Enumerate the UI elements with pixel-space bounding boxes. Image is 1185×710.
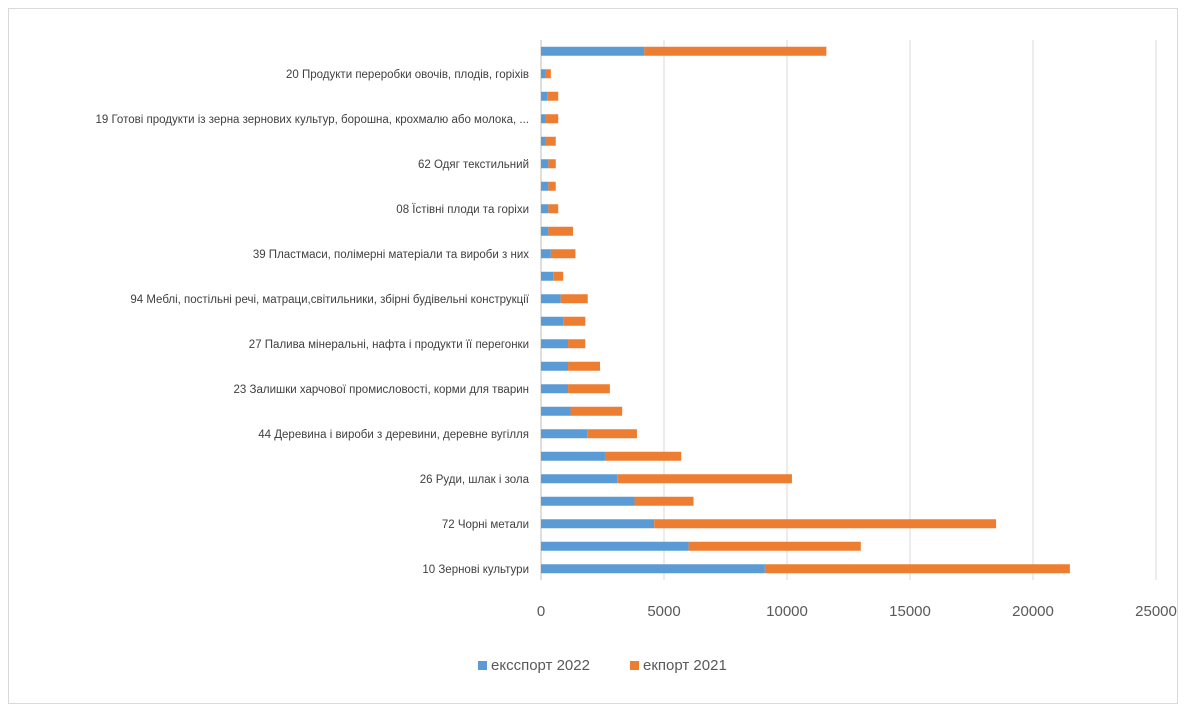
bar-export-2022: [541, 159, 549, 169]
bar-export-2021: [764, 564, 1070, 574]
bar-export-2022: [541, 181, 549, 191]
legend-swatch-2022: [478, 661, 487, 670]
bar-export-2021: [570, 406, 623, 416]
bar-export-2022: [541, 361, 569, 371]
bar-export-2022: [541, 519, 655, 529]
bar-export-2021: [547, 91, 559, 101]
bar-export-2022: [541, 271, 554, 281]
bar-export-2022: [541, 429, 588, 439]
bar-export-2021: [545, 136, 556, 146]
bar-export-2021: [560, 294, 588, 304]
bar-export-2021: [545, 114, 559, 124]
category-label: 27 Палива мінеральні, нафта і продукти ї…: [249, 339, 529, 351]
bar-export-2022: [541, 114, 546, 124]
bar-export-2022: [541, 451, 605, 461]
bar-export-2021: [548, 204, 559, 214]
category-label: 62 Одяг текстильний: [418, 159, 529, 171]
category-label: 94 Меблі, постільні речі, матраци,світил…: [130, 294, 529, 306]
bar-export-2021: [545, 69, 551, 79]
bar-export-2021: [634, 496, 694, 506]
category-label: 08 Їстівні плоди та горіхи: [396, 204, 529, 216]
bar-export-2022: [541, 69, 546, 79]
x-tick-label: 25000: [1135, 603, 1177, 620]
bar-export-2021: [563, 316, 586, 326]
category-label: 26 Руди, шлак і зола: [420, 474, 530, 486]
bar-export-2021: [654, 519, 997, 529]
bar-export-2022: [541, 496, 635, 506]
bar-export-2022: [541, 474, 618, 484]
bar-export-2021: [553, 271, 564, 281]
bar-export-2022: [541, 541, 689, 551]
bar-export-2022: [541, 564, 765, 574]
category-label: 10 Зернові культури: [422, 564, 529, 576]
bar-export-2022: [541, 384, 569, 394]
category-label: 44 Деревина і вироби з деревини, деревне…: [258, 429, 529, 441]
bar-export-2021: [568, 361, 601, 371]
chart-frame: [8, 8, 1178, 704]
bar-export-2021: [548, 159, 556, 169]
x-tick-label: 5000: [647, 603, 680, 620]
category-label: 23 Залишки харчової промисловості, корми…: [234, 384, 529, 396]
bar-export-2021: [644, 46, 827, 56]
category-label: 20 Продукти переробки овочів, плодів, го…: [286, 69, 529, 81]
bar-export-2022: [541, 91, 548, 101]
legend-swatch-2021: [630, 661, 639, 670]
bar-export-2021: [617, 474, 792, 484]
bar-export-2022: [541, 204, 549, 214]
bar-export-2021: [688, 541, 861, 551]
category-label: 19 Готові продукти із зерна зернових кул…: [95, 114, 529, 126]
bar-export-2022: [541, 406, 571, 416]
bar-export-2022: [541, 339, 569, 349]
bar-export-2022: [541, 226, 549, 236]
bar-export-2021: [604, 451, 682, 461]
bar-export-2021: [550, 249, 576, 259]
x-tick-label: 20000: [1012, 603, 1054, 620]
category-label: 72 Чорні метали: [442, 519, 529, 531]
category-label: 39 Пластмаси, полімерні матеріали та вир…: [253, 249, 529, 261]
bar-export-2022: [541, 316, 564, 326]
legend-label-2021: екпорт 2021: [643, 657, 727, 674]
x-tick-label: 0: [537, 603, 545, 620]
bar-export-2021: [548, 226, 573, 236]
bar-export-2021: [587, 429, 637, 439]
x-tick-label: 10000: [766, 603, 808, 620]
bar-export-2021: [568, 339, 586, 349]
bar-export-2022: [541, 136, 546, 146]
bar-export-2021: [568, 384, 610, 394]
bar-export-2022: [541, 249, 551, 259]
bar-export-2022: [541, 46, 645, 56]
legend-label-2022: ексспорт 2022: [491, 657, 590, 674]
bar-export-2022: [541, 294, 561, 304]
x-tick-label: 15000: [889, 603, 931, 620]
bar-export-2021: [548, 181, 556, 191]
